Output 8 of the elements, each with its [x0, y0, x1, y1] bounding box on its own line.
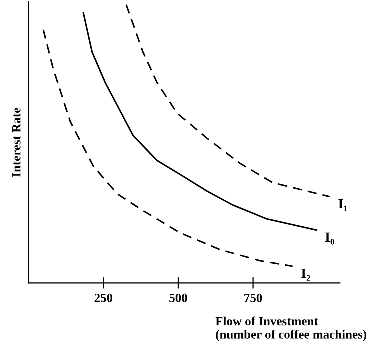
x-axis-title: Flow of Investment (number of coffee machines) [216, 316, 367, 342]
x-tick-label: 250 [94, 294, 113, 302]
y-axis-title: Interest Rate [12, 108, 21, 177]
series-label: I₁ [338, 199, 348, 212]
series-label: I₀ [326, 232, 334, 245]
x-tick-label: 750 [244, 294, 262, 302]
x-tick-label: 500 [170, 294, 188, 302]
series-label: I₂ [302, 269, 310, 281]
